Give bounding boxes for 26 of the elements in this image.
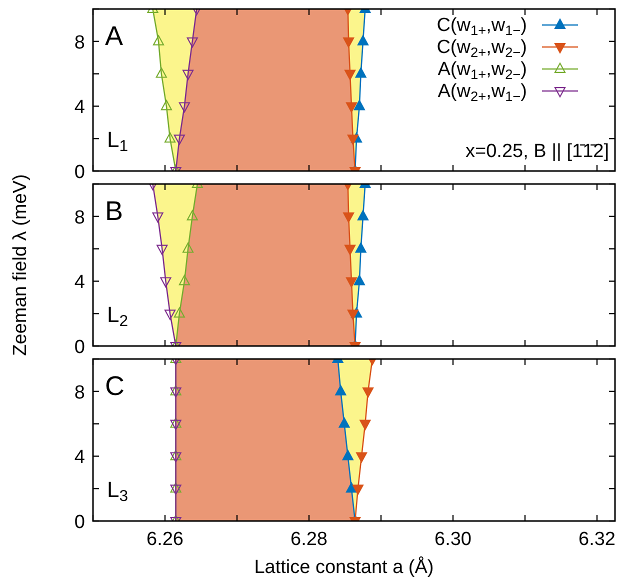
annotation: x=0.25, B || [1̄1̄2] — [466, 141, 609, 162]
y-tick-label: 8 — [74, 207, 85, 228]
y-tick-label: 4 — [74, 447, 86, 468]
x-axis-title: Lattice constant a (Å) — [254, 556, 434, 578]
y-tick-label: 4 — [74, 272, 86, 294]
annotation: L$_{3}$ — [107, 477, 128, 505]
legend-label: A(w$_{1+}$,w$_{2−}$) — [438, 59, 527, 82]
legend-label: C(w$_{1+}$,w$_{1−}$) — [436, 15, 527, 38]
y-axis-title: Zeeman field λ (meV) — [10, 174, 31, 356]
y-tick-label: 8 — [74, 382, 85, 404]
y-tick-label: 0 — [74, 337, 85, 358]
annotation: A — [105, 21, 124, 51]
legend-label: A(w$_{2+}$,w$_{1−}$) — [438, 81, 527, 104]
annotation: L$_{1}$ — [107, 127, 128, 155]
y-tick-label: 8 — [74, 32, 85, 54]
x-tick-label: 6.30 — [434, 529, 472, 550]
annotation: B — [105, 196, 124, 226]
x-tick-label: 6.32 — [578, 529, 616, 550]
annotation: C — [105, 371, 124, 401]
legend-label: C(w$_{2+}$,w$_{2−}$) — [436, 37, 527, 60]
y-tick-label: 4 — [74, 97, 86, 118]
x-tick-label: 6.26 — [146, 529, 184, 550]
x-tick-label: 6.28 — [290, 529, 328, 550]
y-tick-label: 0 — [74, 162, 85, 183]
annotation: L$_{2}$ — [107, 302, 128, 330]
y-tick-label: 0 — [74, 512, 85, 533]
